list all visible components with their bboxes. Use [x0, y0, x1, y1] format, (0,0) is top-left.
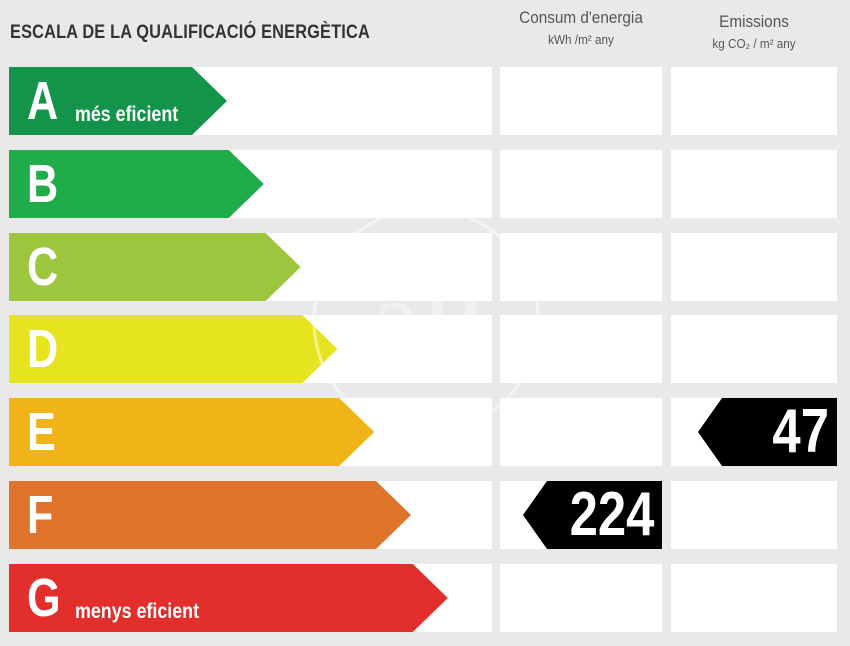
- rating-letter: C: [27, 237, 59, 297]
- rating-row-b: B: [0, 150, 850, 218]
- rating-label: menys eficient: [75, 600, 200, 623]
- consum-value-badge: 224: [523, 481, 662, 549]
- emissions-cell: [671, 150, 837, 218]
- rating-row-f: F 224: [0, 481, 850, 549]
- emissions-cell: [671, 315, 837, 383]
- rating-arrow-f: F: [9, 481, 412, 549]
- emissions-header: Emissions kg CO₂ / m² any: [671, 12, 837, 51]
- rating-row-c: C: [0, 233, 850, 301]
- rating-letter: E: [27, 402, 56, 462]
- consum-value-badge-text: 224: [569, 480, 654, 549]
- emissions-value-badge-text: 47: [772, 397, 829, 466]
- consum-heading: Consum d'energia: [519, 8, 643, 27]
- rating-letter: D: [27, 319, 59, 379]
- rating-label: més eficient: [75, 103, 179, 126]
- rating-letter: F: [27, 485, 54, 545]
- consum-cell: [500, 564, 662, 632]
- emissions-value-badge: 47: [698, 398, 837, 466]
- emissions-unit: kg CO₂ / m² any: [712, 36, 796, 51]
- rating-letter: B: [27, 154, 59, 214]
- consum-cell: [500, 67, 662, 135]
- consum-unit: kWh /m² any: [548, 32, 614, 47]
- consum-cell: [500, 150, 662, 218]
- consum-cell: [500, 233, 662, 301]
- rating-letter: A: [27, 71, 59, 131]
- rating-row-d: D: [0, 315, 850, 383]
- rating-row-e: E 47: [0, 398, 850, 466]
- emissions-heading: Emissions: [719, 12, 789, 31]
- watermark-logo-icon: aP: [312, 207, 540, 435]
- consum-cell: [500, 398, 662, 466]
- consum-header: Consum d'energia kWh /m² any: [500, 8, 662, 47]
- page-title: ESCALA DE LA QUALIFICACIÓ ENERGÈTICA: [10, 22, 370, 43]
- rating-arrow-b: B: [9, 150, 265, 218]
- rating-arrow-d: D: [9, 315, 338, 383]
- emissions-cell: [671, 564, 837, 632]
- rating-letter: G: [27, 568, 61, 628]
- rating-arrow-c: C: [9, 233, 302, 301]
- svg-text:aP: aP: [371, 257, 481, 379]
- emissions-cell: [671, 481, 837, 549]
- emissions-cell: [671, 67, 837, 135]
- emissions-cell: [671, 233, 837, 301]
- rating-arrow-e: E: [9, 398, 375, 466]
